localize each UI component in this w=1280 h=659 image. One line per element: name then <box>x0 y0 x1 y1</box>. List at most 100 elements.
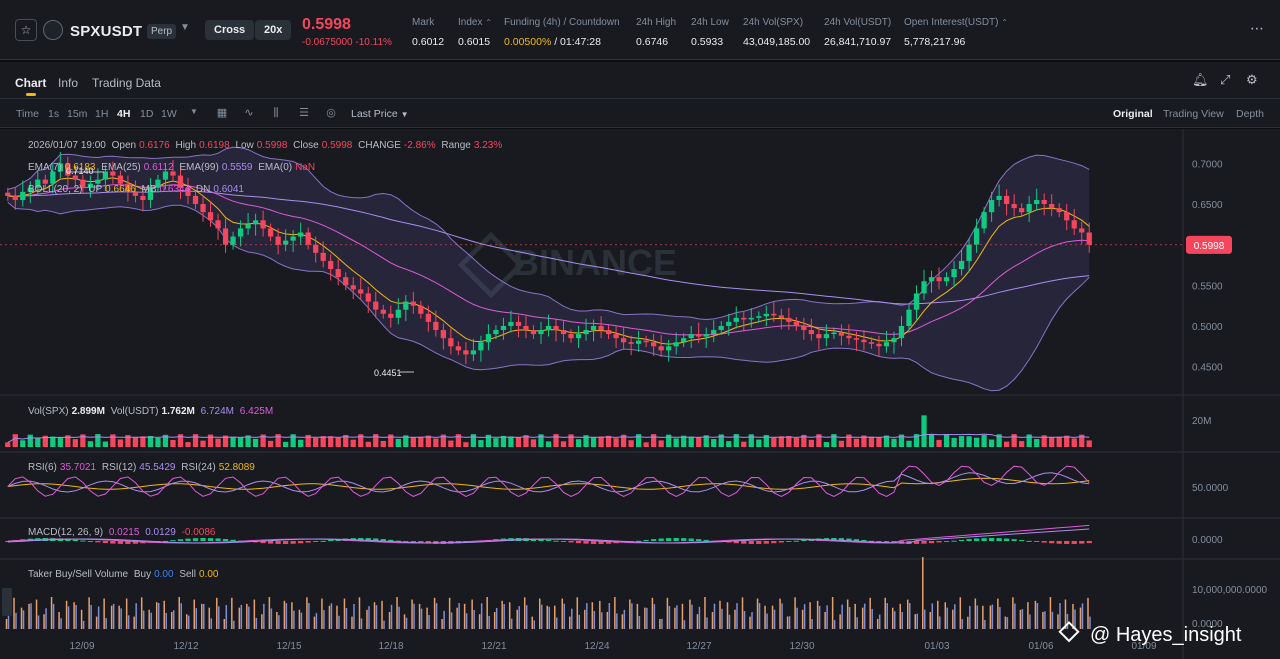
more-dots-icon[interactable]: ⋯ <box>1250 20 1265 36</box>
taker-buy-bar <box>82 620 85 629</box>
taker-buy-bar <box>383 620 385 629</box>
tab-chart[interactable]: Chart <box>15 76 47 90</box>
price-source-select[interactable]: Last Price ▼ <box>351 108 409 120</box>
ohlc-open-label: Open <box>111 140 137 151</box>
candle-body <box>12 195 18 200</box>
interval-4h[interactable]: 4H <box>117 108 131 120</box>
interval-1h[interactable]: 1H <box>95 108 109 120</box>
mark-value: 0.6012 <box>412 36 445 48</box>
candle-body <box>117 175 124 184</box>
margin-mode-button[interactable]: Cross <box>205 20 255 40</box>
macd-histogram-bar <box>1086 541 1092 544</box>
target-icon[interactable]: ◎ <box>326 107 336 119</box>
candle-body <box>50 171 56 184</box>
symbol-name[interactable]: SPXUSDT <box>70 23 143 40</box>
candle-body <box>688 334 694 339</box>
view-depth[interactable]: Depth <box>1236 108 1265 120</box>
taker-buy-bar <box>368 606 370 629</box>
price-source-dropdown-icon[interactable]: ▼ <box>400 110 409 119</box>
taker-buy-bar <box>495 607 498 629</box>
leverage-button[interactable]: 20x <box>255 20 292 40</box>
macd-histogram-bar <box>688 538 694 541</box>
macd-histogram-bar <box>928 541 935 544</box>
chart-tabs: Chart Info Trading Data 🔔︎ ⤢ ⚙ <box>0 62 1280 98</box>
taker-sell-bar <box>997 598 999 629</box>
view-trading-view[interactable]: Trading View <box>1163 108 1224 120</box>
taker-buy-bar <box>586 603 588 629</box>
interval-1d[interactable]: 1D <box>140 108 154 120</box>
candle-body <box>1071 220 1077 229</box>
macd-histogram-bar <box>786 541 792 542</box>
macd-histogram-bar <box>80 540 86 542</box>
tab-trading-data[interactable]: Trading Data <box>92 76 161 90</box>
taker-buy-bar <box>1059 603 1061 629</box>
settings-icon[interactable]: ⚙ <box>1246 72 1258 87</box>
ohlc-range: 3.23% <box>473 140 503 151</box>
taker-sell-bar <box>846 599 849 629</box>
candle-type-icon[interactable]: ⫼ <box>273 107 279 119</box>
candle-body <box>5 192 11 196</box>
bell-icon[interactable]: 🔔︎ <box>1192 72 1209 87</box>
taker-sell-bar <box>674 607 676 629</box>
tab-info[interactable]: Info <box>58 76 79 90</box>
indicator-icon[interactable]: ∿ <box>244 107 254 119</box>
taker-buy-bar <box>293 610 295 629</box>
view-original[interactable]: Original <box>1113 108 1153 120</box>
candle-body <box>666 346 672 351</box>
price-chart-svg[interactable]: BINANCE0.70000.65000.60000.55000.50000.4… <box>0 129 1280 659</box>
macd-histogram-bar <box>102 541 109 544</box>
chart-area[interactable]: BINANCE0.70000.65000.60000.55000.50000.4… <box>0 129 1280 659</box>
volume-bar <box>260 434 266 447</box>
candle-body <box>951 269 957 278</box>
macd-histogram-bar <box>222 539 229 541</box>
interval-dropdown-icon[interactable]: ▼ <box>190 107 198 116</box>
taker-sell-bar <box>343 598 346 629</box>
macd-histogram-bar <box>966 539 972 541</box>
candle-body <box>57 163 63 172</box>
ticker-header: ☆ SPXUSDT Perp ▼ Cross 20x 0.5998 -0.067… <box>0 0 1280 60</box>
calendar-icon[interactable]: ▦ <box>216 107 228 119</box>
taker-sell-bar <box>253 599 256 629</box>
macd-histogram-bar <box>643 539 649 541</box>
open-interest-value: 5,778,217.96 <box>904 36 966 48</box>
candle-body <box>283 240 289 245</box>
volume-bar <box>207 434 214 447</box>
taker-buy-bar <box>172 610 175 629</box>
index-info-icon[interactable]: ⌃ <box>485 18 492 27</box>
open-interest-info-icon[interactable]: ⌃ <box>1001 18 1008 27</box>
macd-histogram-bar <box>207 538 214 541</box>
time-label[interactable]: Time <box>16 108 39 120</box>
candle-body <box>891 338 897 343</box>
taker-sell-bar <box>411 599 413 629</box>
taker-sell-bar <box>854 603 856 629</box>
interval-15m[interactable]: 15m <box>67 108 88 120</box>
ohlc-high: 0.6198 <box>199 140 230 151</box>
current-price-tag-label: 0.5998 <box>1194 241 1225 252</box>
symbol-dropdown-icon[interactable]: ▼ <box>180 22 190 33</box>
interval-1s[interactable]: 1s <box>48 108 60 120</box>
taker-sell-bar <box>493 612 496 629</box>
taker-sell-bar <box>170 611 173 629</box>
candle-body <box>651 342 657 347</box>
volume-bar <box>140 436 146 447</box>
volume-bar <box>906 440 912 447</box>
volume-bar <box>876 436 882 447</box>
date-axis-label: 12/30 <box>789 641 814 652</box>
macd-histogram-bar <box>1056 541 1062 544</box>
volume-bar <box>478 440 484 447</box>
layout-icon[interactable]: ☰ <box>299 107 309 119</box>
taker-sell-bar <box>651 597 654 629</box>
volume-bar <box>463 442 469 447</box>
candle-body <box>635 340 642 344</box>
volume-bar <box>696 437 702 447</box>
expand-icon[interactable]: ⤢ <box>1220 72 1231 87</box>
ema99-value: 0.5559 <box>221 162 253 173</box>
taker-sell-bar <box>418 603 421 629</box>
taker-sell-bar <box>1042 611 1044 629</box>
volume-bar <box>448 440 454 447</box>
interval-1w[interactable]: 1W <box>161 108 177 120</box>
taker-sell-bar <box>599 600 601 629</box>
rsi12-line <box>7 472 1090 493</box>
volume-bar <box>192 434 199 447</box>
favorite-star-icon[interactable]: ☆ <box>15 19 37 41</box>
